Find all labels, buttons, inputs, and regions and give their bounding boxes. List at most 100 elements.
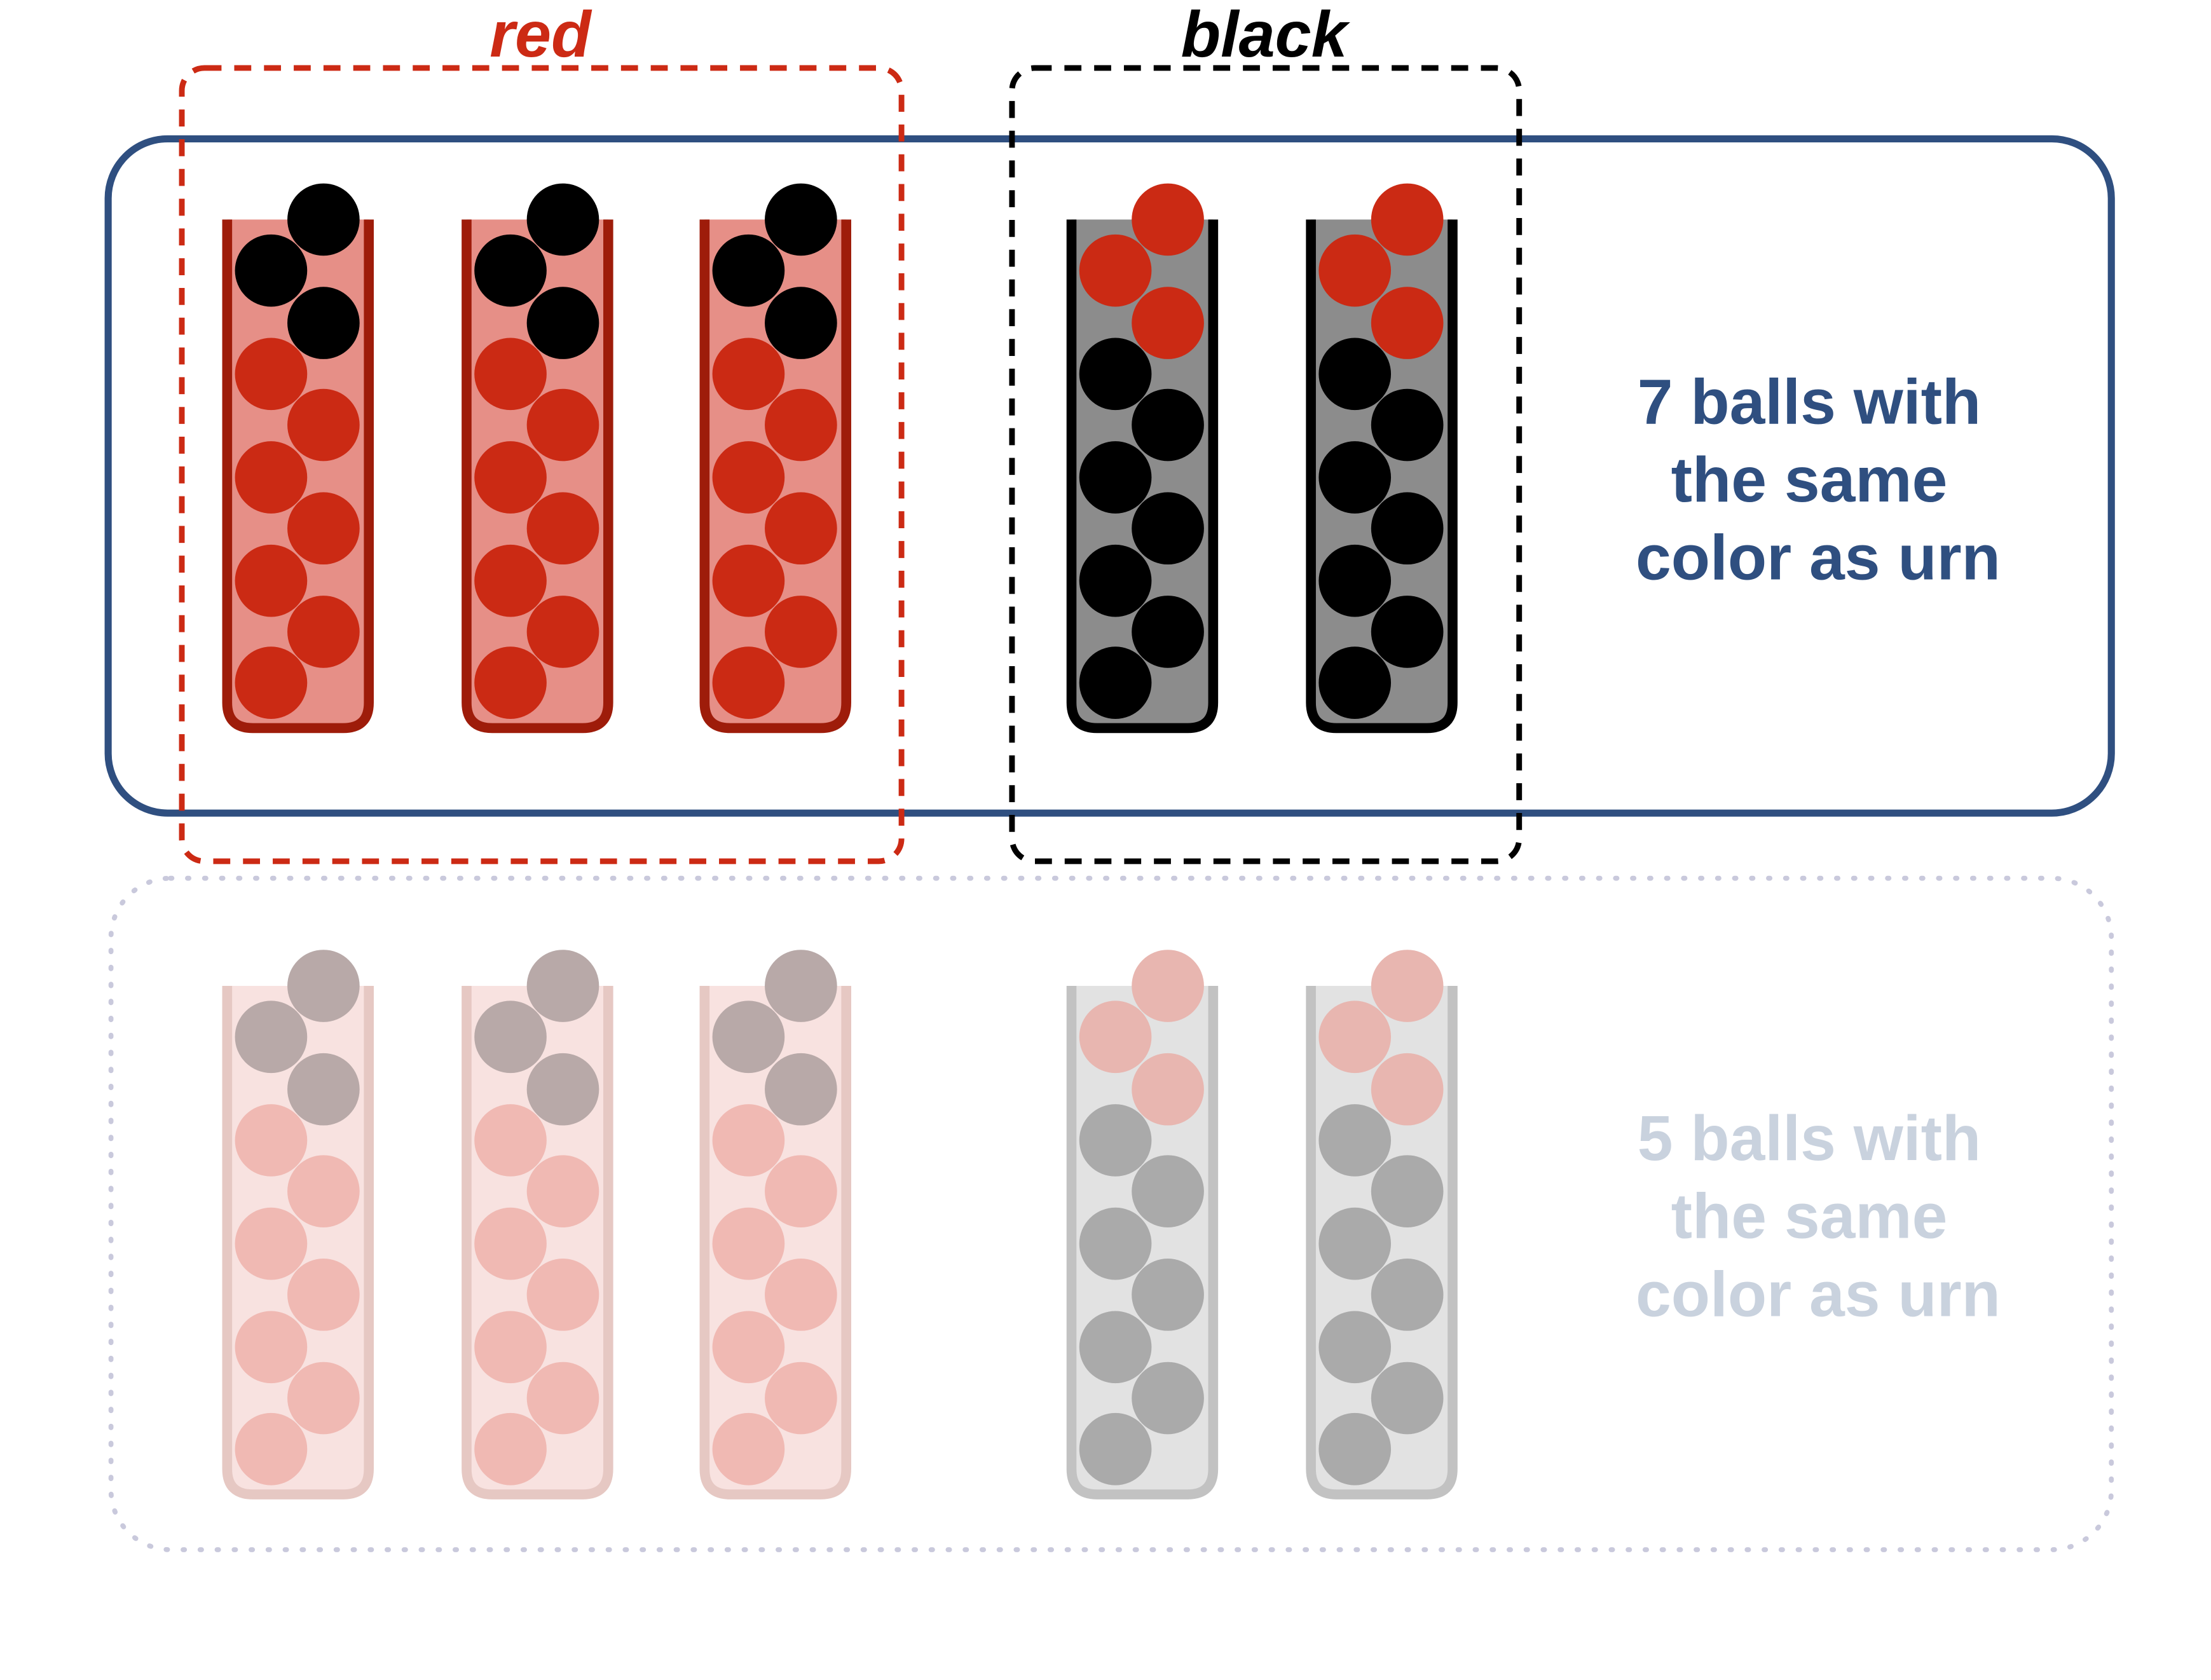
red-urn — [462, 950, 613, 1499]
red-ball — [712, 1207, 785, 1280]
black-ball — [1132, 1259, 1204, 1331]
red-ball — [287, 596, 360, 668]
black-ball — [1132, 596, 1204, 668]
red-ball — [235, 1104, 308, 1177]
red-ball — [235, 646, 308, 719]
black-ball — [235, 234, 308, 307]
bottom-panel-text-line: color as urn — [1636, 1259, 2001, 1330]
black-ball — [526, 183, 599, 256]
black-ball — [1371, 596, 1444, 668]
red-ball — [474, 646, 547, 719]
red-ball — [1132, 287, 1204, 359]
red-ball — [287, 1362, 360, 1435]
red-ball — [235, 338, 308, 411]
black-ball — [1371, 492, 1444, 565]
black-ball — [1079, 544, 1152, 617]
black-urn — [1306, 183, 1458, 734]
black-ball — [1132, 1362, 1204, 1435]
bottom-urn-row — [222, 950, 1458, 1499]
black-ball — [474, 1000, 547, 1074]
red-ball — [1371, 183, 1444, 256]
top-panel-text: 7 balls with the same color as urn — [1636, 366, 2001, 593]
black-ball — [1079, 1104, 1152, 1177]
black-ball — [712, 1000, 785, 1074]
black-ball — [1318, 441, 1392, 514]
red-ball — [474, 338, 547, 411]
black-ball — [712, 234, 785, 307]
red-urn — [222, 183, 374, 734]
black-ball — [765, 950, 837, 1022]
red-ball — [712, 544, 785, 617]
black-ball — [1079, 1412, 1152, 1485]
red-ball — [1371, 950, 1444, 1022]
black-group-label: black — [1181, 0, 1351, 71]
black-ball — [765, 1053, 837, 1126]
black-ball — [287, 183, 360, 256]
red-ball — [235, 1412, 308, 1485]
red-ball — [765, 388, 837, 461]
bottom-panel-text-line: the same — [1671, 1181, 1948, 1252]
red-ball — [474, 1311, 547, 1384]
red-ball — [474, 1207, 547, 1280]
black-ball — [1318, 338, 1392, 411]
red-ball — [712, 1412, 785, 1485]
black-ball — [1132, 492, 1204, 565]
top-panel-text-line: 7 balls with — [1638, 366, 1981, 437]
red-urn — [462, 183, 613, 734]
black-urn — [1066, 950, 1219, 1499]
red-ball — [765, 596, 837, 668]
red-ball — [1371, 1053, 1444, 1126]
black-ball — [287, 287, 360, 359]
black-group-frame — [1009, 65, 1523, 864]
black-ball — [1371, 1362, 1444, 1435]
black-ball — [1132, 1155, 1204, 1227]
red-ball — [765, 1362, 837, 1435]
black-ball — [1318, 1412, 1392, 1485]
red-ball — [712, 1311, 785, 1384]
bottom-panel-text: 5 balls with the same color as urn — [1636, 1103, 2001, 1330]
red-ball — [765, 1259, 837, 1331]
red-ball — [526, 388, 599, 461]
black-ball — [1079, 338, 1152, 411]
black-ball — [1079, 1311, 1152, 1384]
red-ball — [474, 544, 547, 617]
black-ball — [1318, 544, 1392, 617]
red-ball — [1318, 1000, 1392, 1074]
black-ball — [1079, 1207, 1152, 1280]
red-ball — [1079, 1000, 1152, 1074]
red-ball — [526, 1259, 599, 1331]
red-urn — [222, 950, 374, 1499]
black-ball — [765, 183, 837, 256]
red-ball — [287, 1259, 360, 1331]
black-ball — [526, 950, 599, 1022]
top-panel-text-line: the same — [1671, 444, 1948, 516]
red-ball — [235, 544, 308, 617]
top-urn-row — [222, 183, 1458, 734]
red-ball — [765, 1155, 837, 1227]
top-panel-frame — [104, 135, 2115, 817]
red-urn — [699, 183, 851, 734]
black-urn — [1306, 950, 1458, 1499]
red-urn — [699, 950, 851, 1499]
red-ball — [765, 492, 837, 565]
red-ball — [1079, 234, 1152, 307]
red-ball — [712, 1104, 785, 1177]
red-ball — [1132, 950, 1204, 1022]
black-urn — [1066, 183, 1219, 734]
red-ball — [712, 441, 785, 514]
top-panel-text-line: color as urn — [1636, 522, 2001, 593]
black-ball — [1132, 388, 1204, 461]
black-ball — [526, 1053, 599, 1126]
black-ball — [1318, 1311, 1392, 1384]
black-ball — [287, 1053, 360, 1126]
red-ball — [712, 338, 785, 411]
red-ball — [287, 388, 360, 461]
red-ball — [1132, 1053, 1204, 1126]
black-ball — [1318, 646, 1392, 719]
red-ball — [526, 596, 599, 668]
red-ball — [1371, 287, 1444, 359]
black-ball — [1371, 1155, 1444, 1227]
red-ball — [235, 441, 308, 514]
